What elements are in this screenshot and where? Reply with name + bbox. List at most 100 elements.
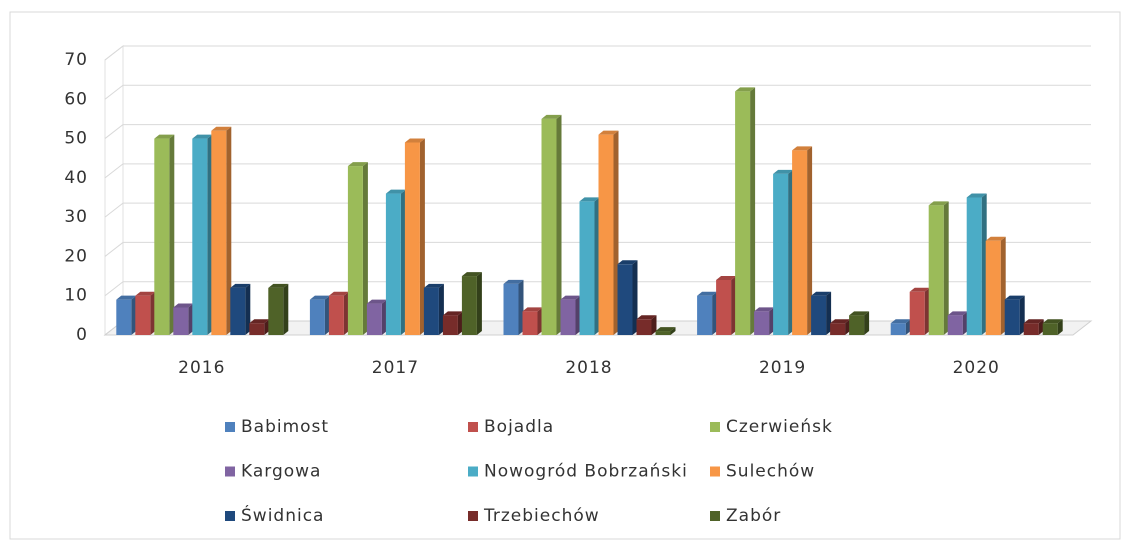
bar-top <box>560 295 581 300</box>
bar <box>716 280 732 335</box>
bar-side <box>188 303 194 335</box>
bar <box>404 142 420 335</box>
bar-top <box>268 283 289 288</box>
bar-side <box>651 315 657 335</box>
bar-top <box>966 193 987 198</box>
bar-top <box>1042 319 1063 324</box>
bar <box>423 287 439 335</box>
bar-side <box>943 201 949 335</box>
bar-side <box>1057 319 1063 335</box>
legend-swatch <box>468 422 478 432</box>
bar-top <box>503 279 524 284</box>
grid-line-side <box>104 202 124 218</box>
chart-border <box>9 11 1121 540</box>
bar-side <box>594 197 600 335</box>
legend-label: Czerwieńsk <box>726 417 833 437</box>
bar <box>135 295 151 335</box>
bar <box>598 134 614 335</box>
bar-top <box>135 291 156 296</box>
bar-top <box>811 291 832 296</box>
bar-side <box>476 272 482 335</box>
bar <box>697 295 713 335</box>
grid-line-side <box>104 84 124 100</box>
bar-side <box>537 307 543 335</box>
bar <box>655 331 671 335</box>
bar-side <box>670 327 676 335</box>
x-tick-label: 2017 <box>372 358 419 378</box>
bar-top <box>792 146 813 151</box>
bar-side <box>324 295 330 335</box>
bar <box>309 299 325 335</box>
y-tick-label: 10 <box>64 286 88 306</box>
legend-label: Trzebiechów <box>483 506 600 526</box>
legend-label: Babimost <box>241 417 329 437</box>
bar <box>1023 323 1039 335</box>
y-tick-label: 60 <box>64 89 88 109</box>
bar-side <box>769 307 775 335</box>
bar <box>617 264 633 335</box>
bar-top <box>541 114 562 119</box>
bar-top <box>849 311 870 316</box>
bar <box>966 197 982 335</box>
bar <box>830 323 846 335</box>
bar-side <box>169 134 175 335</box>
bar <box>811 295 827 335</box>
legend-swatch <box>468 466 478 477</box>
bar-top <box>522 307 543 312</box>
bar <box>560 299 576 335</box>
bar-top <box>173 303 194 308</box>
bar <box>1042 323 1058 335</box>
bar-side <box>362 162 368 335</box>
bar-side <box>457 311 463 335</box>
bar-side <box>283 283 289 335</box>
bar <box>154 138 170 335</box>
bar-side <box>438 283 444 335</box>
bar-top <box>461 272 482 277</box>
bar-side <box>613 130 619 335</box>
bar <box>173 307 189 335</box>
bar-side <box>864 311 870 335</box>
bar-top <box>598 130 619 135</box>
bar <box>366 303 382 335</box>
grid-line-side <box>104 281 124 297</box>
bar-top <box>404 138 425 143</box>
bar <box>461 276 477 335</box>
bar <box>230 287 246 335</box>
legend-swatch <box>225 422 235 432</box>
grid-line-side <box>104 163 124 179</box>
bar-top <box>116 295 137 300</box>
bar <box>754 311 770 335</box>
bar-top <box>579 197 600 202</box>
bar-side <box>419 138 425 335</box>
legend-swatch <box>468 511 478 521</box>
bar-top <box>192 134 213 139</box>
bar-top <box>1004 295 1025 300</box>
grid-line-side <box>104 45 124 61</box>
bar <box>985 240 1001 335</box>
grid-line-side <box>104 242 124 257</box>
y-tick-label: 0 <box>76 325 88 345</box>
bar-top <box>442 311 463 316</box>
bar-top <box>211 126 232 131</box>
bar-side <box>245 283 251 335</box>
bar-side <box>575 295 581 335</box>
bar <box>773 173 789 335</box>
bar-side <box>518 279 524 335</box>
bar-side <box>1000 236 1006 335</box>
bar-side <box>150 291 156 335</box>
bar <box>347 166 363 335</box>
bar-top <box>328 291 349 296</box>
bar-top <box>309 295 330 300</box>
bar-side <box>226 126 232 335</box>
legend-label: Kargowa <box>241 462 321 482</box>
bar <box>192 138 208 335</box>
bar-top <box>347 162 368 167</box>
legend-label: Zabór <box>726 506 781 526</box>
y-tick-label: 20 <box>64 246 88 266</box>
bar-side <box>131 295 137 335</box>
bar <box>928 205 944 335</box>
legend-label: Nowogród Bobrzański <box>484 462 688 482</box>
bar-top <box>230 283 251 288</box>
bar-top <box>697 291 718 296</box>
bar-side <box>981 193 987 335</box>
